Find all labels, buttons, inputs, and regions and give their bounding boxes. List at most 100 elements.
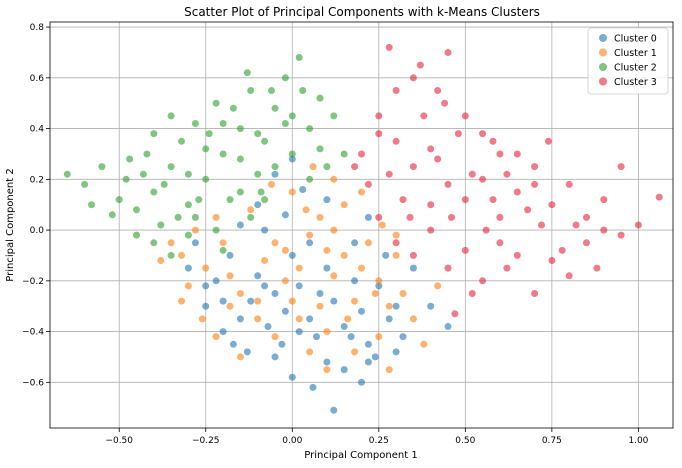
data-point [281, 74, 289, 82]
data-point [261, 196, 269, 204]
data-point [243, 348, 251, 356]
data-point [205, 130, 213, 138]
data-point [254, 297, 262, 305]
data-point [288, 251, 296, 259]
data-point [236, 315, 244, 323]
data-point [212, 226, 220, 234]
data-point [133, 206, 140, 214]
chart-title: Scatter Plot of Principal Components wit… [184, 5, 540, 19]
data-point [306, 125, 314, 133]
data-point [257, 188, 265, 196]
grid [50, 22, 673, 428]
data-point [271, 290, 279, 297]
data-point [548, 257, 556, 264]
data-point [399, 290, 407, 297]
x-axis-label: Principal Component 1 [304, 450, 417, 461]
data-point [351, 277, 359, 285]
data-point [157, 221, 165, 229]
data-point [195, 196, 203, 204]
data-point [323, 328, 331, 336]
data-point [489, 196, 497, 204]
data-point [358, 188, 365, 196]
data-point [306, 231, 314, 239]
series-2 [63, 54, 348, 259]
data-point [371, 290, 379, 297]
data-point [184, 231, 192, 239]
data-point [243, 69, 251, 77]
data-point [358, 307, 365, 315]
data-point [191, 226, 199, 234]
data-point [219, 246, 227, 254]
data-point [531, 290, 539, 297]
data-point [229, 104, 237, 112]
data-point [392, 137, 400, 145]
data-point [202, 264, 210, 272]
data-point [340, 150, 348, 158]
data-point [261, 137, 269, 145]
x-tick-label: 0.00 [282, 436, 302, 446]
data-point [302, 206, 310, 214]
x-tick-label: −0.50 [105, 436, 133, 446]
data-point [309, 383, 317, 391]
data-point [489, 137, 497, 145]
data-point [63, 170, 71, 178]
data-point [364, 358, 372, 366]
plot-frame [49, 21, 674, 429]
data-point [371, 353, 379, 361]
x-tick-label: −0.25 [192, 436, 220, 446]
data-point [184, 201, 192, 209]
data-point [385, 315, 393, 323]
data-point [351, 348, 359, 356]
data-point [409, 264, 417, 272]
data-point [358, 150, 365, 158]
data-point [178, 297, 185, 305]
data-point [271, 170, 279, 178]
data-point [278, 340, 286, 348]
data-point [167, 251, 175, 259]
data-point [444, 180, 452, 188]
data-point [295, 282, 303, 290]
data-point [198, 315, 206, 323]
data-point [261, 282, 269, 290]
data-point [409, 163, 417, 171]
data-point [271, 163, 279, 171]
data-point [375, 130, 383, 138]
data-point [479, 130, 487, 138]
data-point [617, 163, 625, 171]
data-point [219, 120, 227, 127]
data-point [503, 170, 511, 178]
data-point [288, 188, 296, 196]
x-tick-label: 1.00 [628, 436, 648, 446]
data-point [461, 196, 469, 204]
data-point [409, 74, 417, 82]
data-point [247, 213, 255, 221]
data-point [434, 282, 442, 290]
data-point [434, 155, 442, 163]
data-point [115, 196, 123, 204]
y-tick-label: 0.0 [30, 226, 45, 236]
data-point [427, 226, 435, 234]
data-point [344, 315, 352, 323]
data-point [513, 150, 521, 158]
data-point [531, 163, 539, 171]
data-point [309, 163, 317, 171]
data-point [174, 213, 182, 221]
data-point [347, 333, 355, 341]
data-point [385, 366, 393, 374]
data-point [247, 87, 255, 94]
data-point [496, 239, 504, 247]
data-point [323, 163, 331, 171]
data-point [295, 328, 303, 336]
data-point [226, 251, 234, 259]
data-point [323, 358, 331, 366]
data-point [323, 264, 331, 272]
series-3 [351, 43, 663, 318]
data-point [306, 348, 314, 356]
data-point [479, 175, 487, 183]
data-point [219, 239, 227, 247]
data-point [351, 163, 359, 171]
data-point [364, 180, 372, 188]
data-point [202, 302, 210, 310]
data-point [271, 239, 279, 247]
data-point [409, 315, 417, 323]
